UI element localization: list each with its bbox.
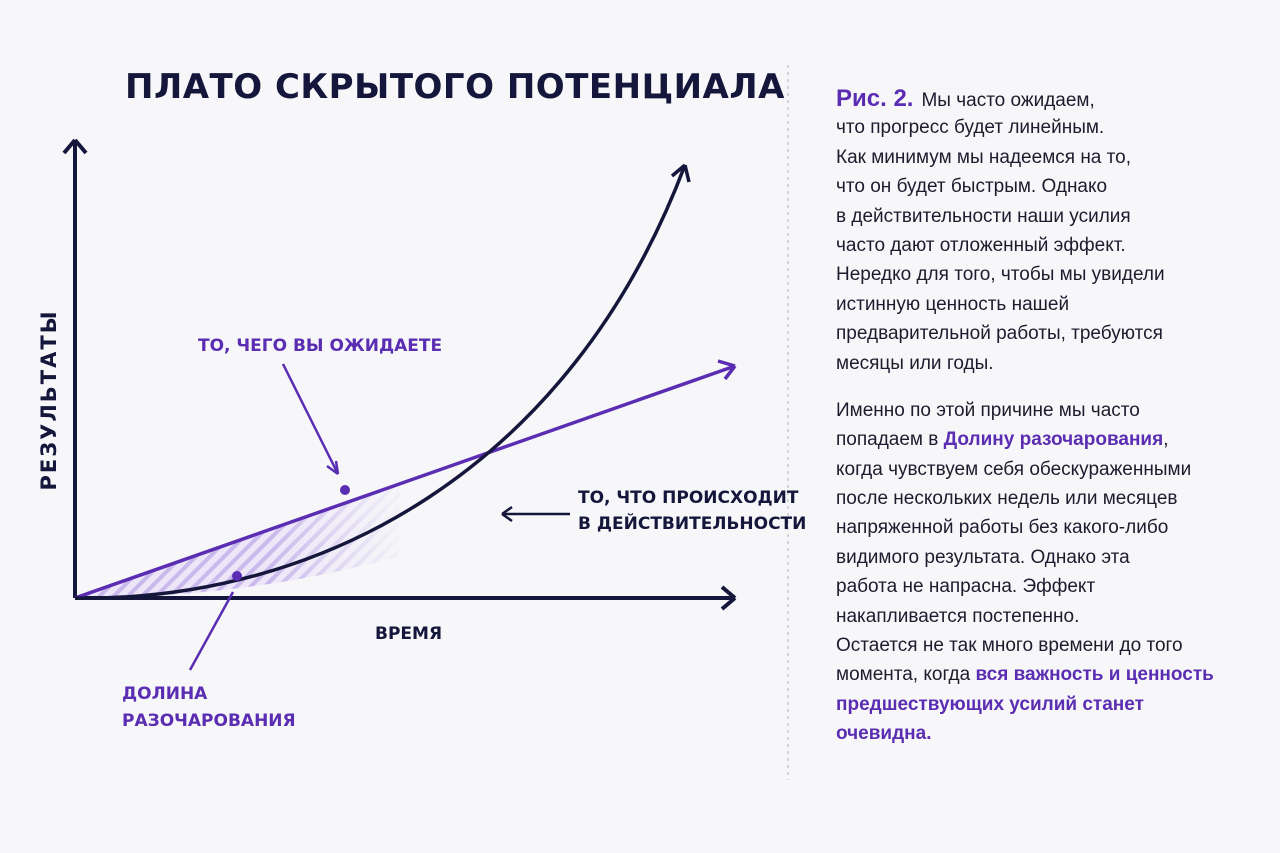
text-line: что прогресс будет линейным. [836, 113, 1266, 142]
text: часто дают отложенный эффект. [836, 234, 1126, 256]
text: что прогресс будет линейным. [836, 117, 1105, 139]
text: Нередко для того, чтобы мы увидели [836, 264, 1165, 286]
caption: Рис. 2. Мы часто ожидаем, что прогресс буд… [836, 84, 1266, 767]
valley-label: ДОЛИНА [122, 684, 208, 704]
text: видимого результата. Однако эта [836, 546, 1130, 568]
text: Как минимум мы надеемся на то, [836, 146, 1131, 168]
title: ПЛАТО СКРЫТОГО ПОТЕНЦИАЛА [125, 67, 785, 107]
text-line: истинную ценность нашей [836, 290, 1266, 319]
pointer-head [326, 460, 340, 476]
expected-label: ТО, ЧЕГО ВЫ ОЖИДАЕТЕ [198, 336, 442, 356]
text: попадаем в [836, 429, 944, 451]
text-line: когда чувствуем себя обескураженными [836, 455, 1266, 484]
actual-arrow [670, 163, 691, 183]
accent-text: вся важность и ценность [975, 664, 1214, 686]
actual-label: В ДЕЙСТВИТЕЛЬНОСТИ [578, 512, 806, 534]
text-line: предварительной работы, требуются [836, 319, 1266, 348]
text: истинную ценность нашей [836, 293, 1070, 315]
x-arrow [720, 585, 737, 611]
text-line: попадаем в Долину разочарования, [836, 425, 1266, 454]
text-line: предшествующих усилий станет [836, 690, 1266, 719]
expected-dot [340, 485, 350, 495]
valley-dot [232, 571, 242, 581]
actual-label: ТО, ЧТО ПРОИСХОДИТ [578, 488, 799, 508]
text-line: в действительности наши усилия [836, 202, 1266, 231]
text-line: Рис. 2. Мы часто ожидаем, [836, 84, 1266, 113]
text-line: месяцы или годы. [836, 349, 1266, 378]
text: момента, когда [836, 664, 976, 686]
text: работа не напрасна. Эффект [836, 576, 1096, 598]
expected-line [74, 364, 736, 600]
pointer [501, 505, 570, 523]
text-line: видимого результата. Однако эта [836, 543, 1266, 572]
pointer [188, 591, 235, 671]
x-axis-label: ВРЕМЯ [375, 624, 442, 644]
text: предварительной работы, требуются [836, 323, 1163, 345]
text: после нескольких недель или месяцев [836, 488, 1178, 510]
accent-text: Рис. 2. [836, 85, 914, 112]
text-line: работа не напрасна. Эффект [836, 572, 1266, 601]
text-line: Нередко для того, чтобы мы увидели [836, 260, 1266, 289]
expected-arrow [717, 359, 737, 381]
text: Мы часто ожидаем, [921, 90, 1095, 111]
accent-text: Долину разочарования [943, 429, 1164, 451]
text: Именно по этой причине мы часто [836, 399, 1140, 421]
valley-label: РАЗОЧАРОВАНИЯ [122, 711, 296, 731]
text: в действительности наши усилия [836, 205, 1131, 227]
text: напряженной работы без какого-либо [836, 517, 1169, 539]
actual-curve [74, 164, 687, 600]
text: когда чувствуем себя обескураженными [836, 458, 1192, 480]
text-line: момента, когда вся важность и ценность [836, 660, 1266, 689]
text-line: что он будет быстрым. Однако [836, 172, 1266, 201]
text: накапливается постепенно. [836, 605, 1080, 627]
text: , [1163, 429, 1169, 451]
text-line: очевидна. [836, 719, 1266, 748]
text: что он будет быстрым. Однако [836, 176, 1108, 198]
accent-text: предшествующих усилий станет [836, 693, 1144, 715]
pointer [281, 363, 340, 475]
text-line: часто дают отложенный эффект. [836, 231, 1266, 260]
text-line: напряженной работы без какого-либо [836, 513, 1266, 542]
text: Остается не так много времени до того [836, 635, 1183, 657]
text-line: Как минимум мы надеемся на то, [836, 143, 1266, 172]
paragraph: Рис. 2. Мы часто ожидаем, что прогресс буд… [836, 84, 1266, 378]
text-line: Остается не так много времени до того [836, 631, 1266, 660]
text-line: Именно по этой причине мы часто [836, 396, 1266, 425]
paragraph: Именно по этой причине мы часто попадаем … [836, 396, 1266, 749]
y-axis-label: РЕЗУЛЬТАТЫ [37, 310, 61, 491]
text-line: накапливается постепенно. [836, 602, 1266, 631]
y-arrow [62, 138, 88, 155]
text-line: после нескольких недель или месяцев [836, 484, 1266, 513]
accent-text: очевидна. [836, 723, 932, 745]
text: месяцы или годы. [836, 352, 994, 374]
